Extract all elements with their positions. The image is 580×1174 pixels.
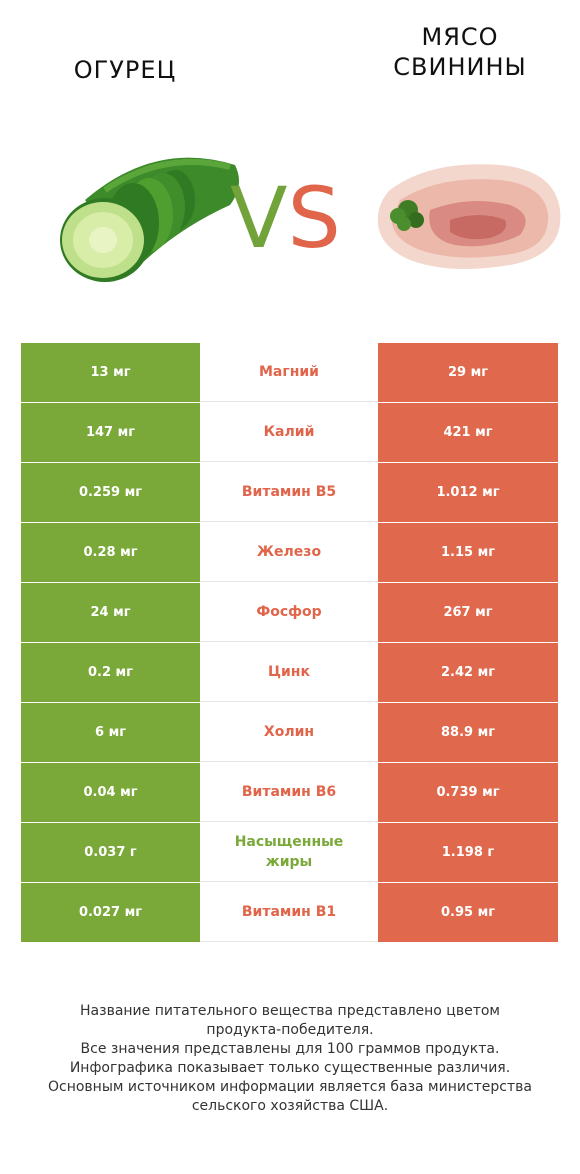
footer-line: Инфографика показывает только существенн… xyxy=(69,1060,511,1076)
left-value: 0.28 мг xyxy=(21,523,200,582)
nutrient-name: Насыщенные жиры xyxy=(200,823,378,882)
table-row: 0.28 мг Железо 1.15 мг xyxy=(21,523,558,583)
left-value: 0.027 мг xyxy=(21,883,200,942)
right-value: 0.95 мг xyxy=(378,883,558,942)
table-row: 6 мг Холин 88.9 мг xyxy=(21,703,558,763)
footer-line: Все значения представлены для 100 граммо… xyxy=(80,1041,500,1057)
nutrient-name: Калий xyxy=(200,403,378,462)
vs-letter-v: V xyxy=(230,169,288,267)
pork-meat-image xyxy=(377,164,561,269)
table-row: 147 мг Калий 421 мг xyxy=(21,403,558,463)
table-row: 0.04 мг Витамин B6 0.739 мг xyxy=(21,763,558,823)
table-row: 0.037 г Насыщенные жиры 1.198 г xyxy=(21,823,558,883)
right-title-line2: СВИНИНЫ xyxy=(393,53,527,81)
left-value: 0.2 мг xyxy=(21,643,200,702)
right-title-line1: МЯСО xyxy=(421,23,499,51)
right-product-title: МЯСО СВИНИНЫ xyxy=(360,22,560,82)
left-value: 147 мг xyxy=(21,403,200,462)
table-row: 0.2 мг Цинк 2.42 мг xyxy=(21,643,558,703)
footer-notes: Название питательного вещества представл… xyxy=(20,1002,560,1116)
right-value: 2.42 мг xyxy=(378,643,558,702)
left-value: 0.04 мг xyxy=(21,763,200,822)
right-value: 1.15 мг xyxy=(378,523,558,582)
footer-line: Название питательного вещества представл… xyxy=(80,1003,500,1019)
comparison-table: 13 мг Магний 29 мг 147 мг Калий 421 мг 0.259 м… xyxy=(21,343,558,943)
nutrient-name: Витамин B5 xyxy=(200,463,378,522)
left-value: 13 мг xyxy=(21,343,200,402)
table-row: 0.259 мг Витамин B5 1.012 мг xyxy=(21,463,558,523)
left-value: 6 мг xyxy=(21,703,200,762)
footer-line: сельского хозяйства США. xyxy=(191,1098,389,1114)
nutrient-name: Цинк xyxy=(200,643,378,702)
left-value: 24 мг xyxy=(21,583,200,642)
right-value: 421 мг xyxy=(378,403,558,462)
nutrient-name: Железо xyxy=(200,523,378,582)
nutrient-name: Витамин B1 xyxy=(200,883,378,942)
left-value: 0.037 г xyxy=(21,823,200,882)
right-value: 29 мг xyxy=(378,343,558,402)
right-value: 1.012 мг xyxy=(378,463,558,522)
table-row: 0.027 мг Витамин B1 0.95 мг xyxy=(21,883,558,943)
nutrient-name: Магний xyxy=(200,343,378,402)
right-value: 88.9 мг xyxy=(378,703,558,762)
footer-line: Основным источником информации является … xyxy=(48,1079,532,1095)
nutrient-name: Витамин B6 xyxy=(200,763,378,822)
left-product-title: ОГУРЕЦ xyxy=(73,56,177,84)
table-row: 24 мг Фосфор 267 мг xyxy=(21,583,558,643)
footer-line: продукта-победителя. xyxy=(206,1022,374,1038)
vs-letter-s: S xyxy=(287,169,341,267)
right-value: 0.739 мг xyxy=(378,763,558,822)
vs-label: VS xyxy=(230,168,341,268)
cucumber-image xyxy=(60,157,239,282)
nutrient-name: Фосфор xyxy=(200,583,378,642)
right-value: 267 мг xyxy=(378,583,558,642)
right-value: 1.198 г xyxy=(378,823,558,882)
table-row: 13 мг Магний 29 мг xyxy=(21,343,558,403)
left-value: 0.259 мг xyxy=(21,463,200,522)
nutrient-name: Холин xyxy=(200,703,378,762)
